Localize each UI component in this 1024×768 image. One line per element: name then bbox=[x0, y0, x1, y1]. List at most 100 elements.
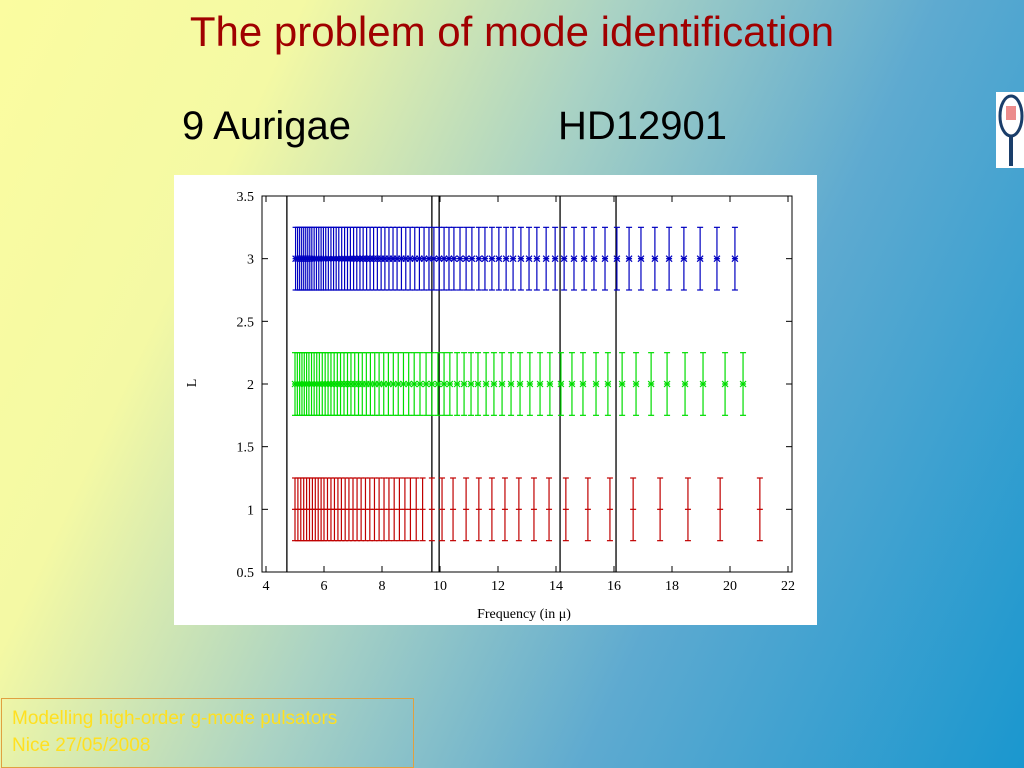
error-bar bbox=[739, 352, 747, 416]
error-bar bbox=[756, 477, 763, 542]
x-tick-label: 10 bbox=[433, 579, 447, 594]
error-bar bbox=[517, 226, 525, 291]
error-bar bbox=[557, 352, 565, 416]
x-tick-label: 20 bbox=[723, 579, 737, 594]
racket-icon bbox=[996, 92, 1024, 168]
chart: Frequency (in μ) L 4 6 8 10 12 14 16 18 20 220.51… bbox=[174, 175, 817, 625]
error-bar bbox=[400, 352, 407, 416]
error-bar bbox=[468, 226, 476, 291]
error-bar bbox=[474, 352, 482, 416]
error-bar bbox=[394, 352, 402, 416]
error-bar bbox=[632, 352, 640, 416]
error-bar bbox=[546, 352, 554, 416]
star-name: HD12901 bbox=[558, 104, 728, 148]
error-bar bbox=[721, 352, 729, 416]
x-tick-label: 18 bbox=[665, 579, 679, 594]
error-bar bbox=[456, 226, 464, 291]
y-tick-label: 1 bbox=[247, 503, 254, 518]
error-bar bbox=[507, 352, 515, 416]
error-bar bbox=[717, 477, 724, 542]
error-bar bbox=[490, 352, 498, 416]
error-bar bbox=[546, 477, 553, 542]
error-bar bbox=[440, 352, 448, 416]
error-bar bbox=[482, 352, 490, 416]
error-bar bbox=[501, 477, 508, 542]
error-bar bbox=[446, 352, 454, 416]
error-bar bbox=[405, 352, 413, 416]
error-bar bbox=[630, 477, 637, 542]
error-bar bbox=[680, 226, 688, 291]
error-bar bbox=[384, 352, 392, 416]
error-bar bbox=[570, 226, 578, 291]
y-axis-label: L bbox=[185, 379, 200, 388]
y-tick-label: 0.5 bbox=[237, 566, 255, 581]
error-bar bbox=[601, 226, 609, 291]
error-bar bbox=[560, 226, 568, 291]
error-bar bbox=[430, 226, 438, 291]
error-bar bbox=[450, 477, 457, 542]
error-bar bbox=[663, 352, 671, 416]
x-tick-label: 8 bbox=[379, 579, 386, 594]
error-bar bbox=[434, 352, 442, 416]
error-bar bbox=[613, 226, 621, 291]
error-bar bbox=[530, 477, 537, 542]
error-bar bbox=[410, 352, 418, 416]
error-bar bbox=[592, 352, 600, 416]
error-bar bbox=[488, 477, 495, 542]
error-bar bbox=[467, 352, 475, 416]
error-bar bbox=[526, 352, 534, 416]
error-bar bbox=[516, 352, 524, 416]
error-bar bbox=[509, 226, 517, 291]
error-bar bbox=[731, 226, 739, 291]
error-bar bbox=[488, 226, 496, 291]
error-bar bbox=[481, 226, 489, 291]
error-bar bbox=[657, 477, 664, 542]
error-bar bbox=[651, 226, 659, 291]
x-tick-label: 22 bbox=[781, 579, 795, 594]
error-bar bbox=[450, 226, 458, 291]
error-bar bbox=[699, 352, 707, 416]
error-bar bbox=[618, 352, 626, 416]
y-tick-label: 2 bbox=[247, 378, 254, 393]
error-bar bbox=[462, 226, 470, 291]
error-bar bbox=[580, 226, 588, 291]
error-bar bbox=[604, 352, 612, 416]
error-bar bbox=[525, 226, 533, 291]
star-name: 9 Aurigae bbox=[182, 104, 352, 148]
error-bar bbox=[419, 477, 426, 542]
error-bar bbox=[439, 477, 446, 542]
error-bar bbox=[584, 477, 591, 542]
x-tick-label: 12 bbox=[491, 579, 505, 594]
error-bar bbox=[647, 352, 655, 416]
error-bar bbox=[401, 477, 408, 542]
x-axis-label: Frequency (in μ) bbox=[477, 607, 571, 622]
error-bar bbox=[463, 477, 470, 542]
x-tick-label: 4 bbox=[263, 579, 270, 594]
error-bar bbox=[498, 352, 506, 416]
error-bar bbox=[606, 477, 613, 542]
footer-text: Modelling high-order g-mode pulsators bbox=[12, 708, 338, 729]
error-bar bbox=[637, 226, 645, 291]
error-bar bbox=[696, 226, 704, 291]
error-bar bbox=[391, 477, 398, 542]
error-bar bbox=[665, 226, 673, 291]
error-bar bbox=[425, 226, 433, 291]
error-bar bbox=[625, 226, 633, 291]
error-bar bbox=[460, 352, 468, 416]
error-bar bbox=[385, 477, 392, 542]
error-bar bbox=[413, 477, 420, 542]
error-bar bbox=[551, 226, 559, 291]
error-bar bbox=[579, 352, 587, 416]
error-bar bbox=[590, 226, 598, 291]
error-bar bbox=[420, 226, 428, 291]
error-bar bbox=[515, 477, 522, 542]
error-bar bbox=[475, 477, 482, 542]
x-tick-label: 6 bbox=[321, 579, 328, 594]
footer-text: Nice 27/05/2008 bbox=[12, 735, 151, 756]
y-tick-label: 2.5 bbox=[237, 315, 255, 330]
error-bar bbox=[396, 477, 403, 542]
error-bar bbox=[542, 226, 550, 291]
error-bar bbox=[536, 352, 544, 416]
slide-title: The problem of mode identification bbox=[189, 8, 835, 55]
